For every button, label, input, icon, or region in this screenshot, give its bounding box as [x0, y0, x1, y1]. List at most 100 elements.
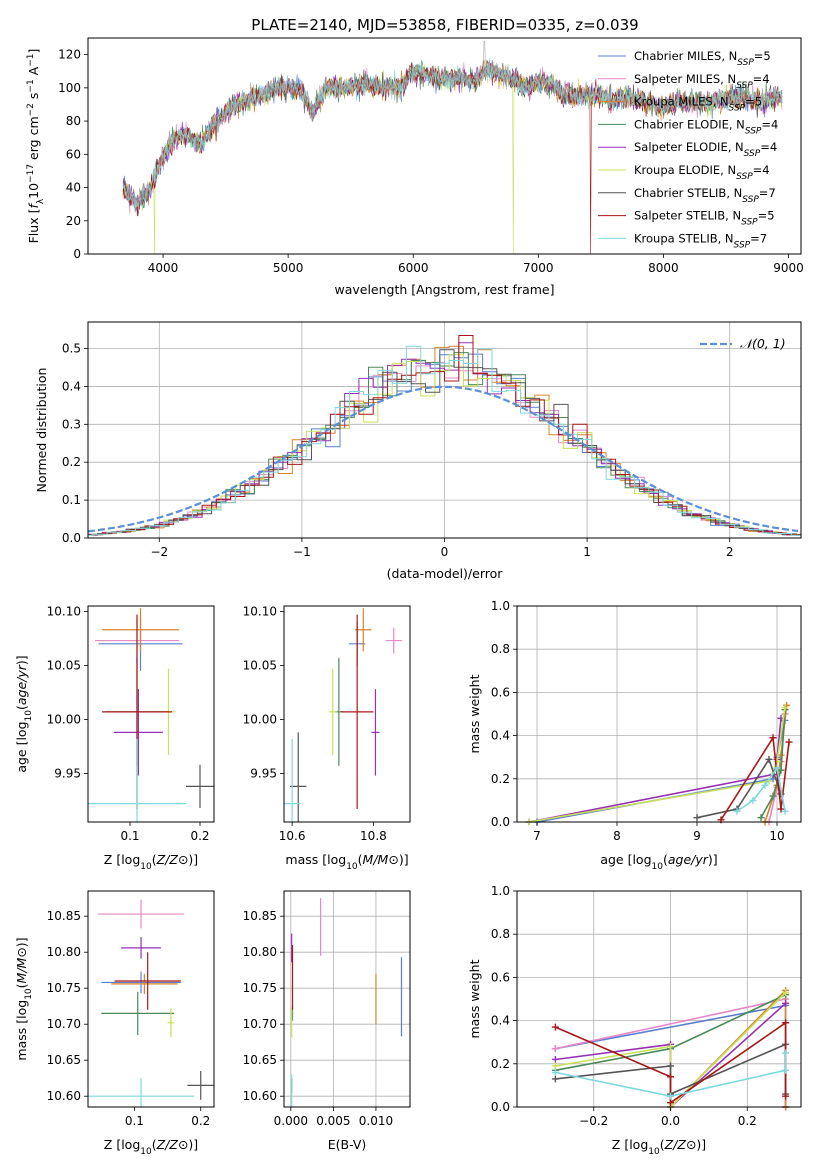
label-part: =4: [753, 163, 770, 177]
label-part: (: [358, 852, 363, 867]
label-part: SSP: [745, 126, 762, 136]
weight-lines: [525, 701, 793, 826]
x-tick-label: −0.2: [579, 1114, 608, 1128]
x-tick-label: 0.000: [274, 1114, 308, 1128]
label-part: 10: [346, 862, 358, 872]
x-tick-label: 7000: [523, 261, 554, 275]
figure-title: PLATE=2140, MJD=53858, FIBERID=0335, z=0…: [251, 16, 638, 34]
y-tick-label: 10.85: [47, 909, 81, 923]
y-tick-label: 1.0: [491, 599, 510, 613]
y-tick-label: 10.70: [47, 1017, 81, 1031]
y-tick-label: 0.6: [491, 685, 510, 699]
label-part: Z/Z⊙: [664, 1137, 697, 1152]
label-part: Kroupa ELODIE, N: [634, 163, 736, 177]
x-tick-label: −2: [150, 545, 168, 559]
x-tick-label: −1: [293, 545, 311, 559]
weight-marker: [773, 764, 781, 772]
x-tick-label: 0.1: [125, 1114, 144, 1128]
y-tick-label: 10.05: [47, 658, 81, 672]
y-tick-label: 0.0: [491, 1100, 510, 1114]
label-part: s: [26, 93, 41, 104]
label-part: (: [660, 1137, 665, 1152]
y-tick-label: 10.10: [47, 604, 81, 618]
weight-marker: [551, 1055, 559, 1063]
y-tick-label: 10.60: [47, 1089, 81, 1103]
age-weight-ylabel: mass weight: [467, 674, 482, 753]
y-tick-label: 1.0: [491, 884, 510, 898]
errorbars: [88, 608, 214, 822]
z-weight-panel: −0.2 0.0 0.2 0.0 0.2 0.4 0.6 0.8 1.0 Z [log10(Z/Z…: [467, 884, 802, 1157]
errorbars: [284, 608, 402, 822]
weight-marker: [733, 807, 741, 815]
label-part: −17: [26, 164, 36, 183]
x-tick-label: 0.010: [359, 1114, 393, 1128]
label-part: =7: [759, 186, 776, 200]
label-part: )]: [399, 852, 409, 867]
weight-marker: [782, 1019, 790, 1027]
z-mass-xlabel: Z [log10(Z/Z⊙)]: [104, 1137, 198, 1157]
weight-series-line: [696, 757, 782, 819]
mass-age-xlabel: mass [log10(M/M⊙)]: [285, 852, 408, 872]
label-part: =5: [745, 95, 762, 109]
ebv-mass-panel: 0.000 0.005 0.010 10.60 10.65 10.70 10.75 10.80…: [243, 890, 411, 1152]
label-part: 10: [648, 1147, 660, 1157]
histogram-series: [88, 335, 801, 536]
z-age-xlabel: Z [log10(Z/Z⊙)]: [104, 852, 198, 872]
y-tick-label: 10.00: [243, 712, 277, 726]
residuals-ylabel: Normed distribution: [34, 368, 49, 493]
weight-marker: [773, 758, 781, 766]
legend-entry: Kroupa STELIB, NSSP=7: [634, 231, 767, 250]
label-part: age/yr: [668, 852, 709, 867]
x-tick-label: 0.1: [120, 829, 139, 843]
label-part: Z/Z⊙: [156, 852, 189, 867]
x-tick-label: 1: [583, 545, 591, 559]
axes-frame: [516, 605, 802, 823]
label-part: Salpeter ELODIE, N: [634, 140, 744, 154]
label-part: age/yr: [14, 664, 29, 705]
y-tick-label: 10.60: [243, 1089, 277, 1103]
weight-marker: [551, 1023, 559, 1031]
residuals-panel: −2 −1 0 1 2 0.0 0.1 0.2 0.3 0.4 0.5 𝒩(0, 1) (data-mo…: [34, 321, 802, 581]
y-tick-label: 0.8: [491, 927, 510, 941]
label-part: SSP: [741, 218, 758, 228]
y-tick-label: 10.10: [243, 604, 277, 618]
legend-entry: Chabrier MILES, NSSP=5: [634, 49, 771, 68]
x-tick-label: 9000: [773, 261, 804, 275]
x-tick-label: 5000: [273, 261, 304, 275]
label-part: A: [26, 66, 41, 79]
x-tick-label: 0.0: [661, 1114, 680, 1128]
histograms: [88, 335, 801, 536]
y-tick-label: 10.75: [47, 981, 81, 995]
label-part: )]: [14, 937, 29, 947]
x-tick-label: 10.6: [279, 829, 306, 843]
label-part: )]: [696, 1137, 706, 1152]
z-weight-xlabel: Z [log10(Z/Z⊙)]: [612, 1137, 706, 1157]
weight-marker: [667, 1043, 675, 1051]
z-mass-panel: 0.1 0.2 10.60 10.65 10.70 10.75 10.80 10.85 Z [l…: [14, 890, 215, 1157]
x-tick-label: 0.2: [191, 1114, 210, 1128]
x-tick-label: 10: [769, 829, 784, 843]
weight-marker: [782, 999, 790, 1007]
legend-entry: Chabrier ELODIE, NSSP=4: [634, 117, 778, 136]
label-part: E(B-V): [328, 1137, 367, 1152]
label-part: Z/Z⊙: [156, 1137, 189, 1152]
y-tick-label: 0.1: [62, 493, 81, 507]
label-part: 10: [26, 183, 41, 199]
y-tick-label: 0.4: [491, 729, 510, 743]
label-part: SSP: [737, 58, 754, 68]
label-part: −2: [26, 103, 36, 116]
label-part: 10: [24, 710, 34, 722]
weight-marker: [551, 1045, 559, 1053]
weight-marker: [667, 1092, 675, 1100]
y-tick-label: 10.75: [243, 981, 277, 995]
label-part: −1: [26, 53, 36, 66]
y-tick-label: 0: [73, 247, 81, 261]
y-tick-label: 10.00: [47, 712, 81, 726]
spectrum-xlabel: wavelength [Angstrom, rest frame]: [334, 282, 554, 297]
y-tick-label: 0.2: [491, 1057, 510, 1071]
label-part: (: [152, 852, 157, 867]
x-tick-label: 8000: [648, 261, 679, 275]
y-tick-label: 0.4: [62, 379, 81, 393]
y-tick-label: 10.65: [47, 1053, 81, 1067]
